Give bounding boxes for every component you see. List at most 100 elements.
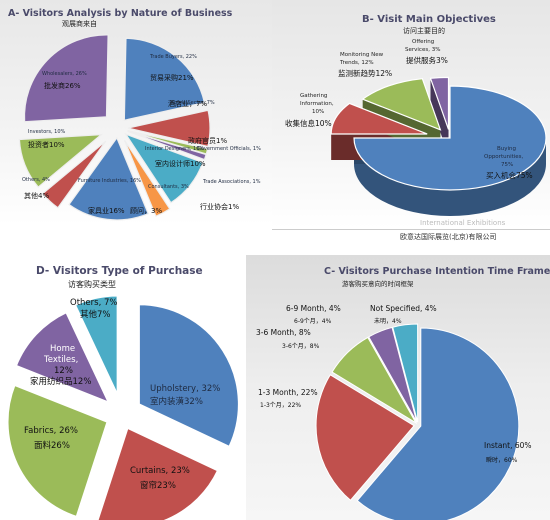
chart-b-title: B- Visit Main Objectives — [362, 14, 496, 25]
chart-b-label: Offering — [412, 39, 434, 45]
chart-c-label: Not Specified, 4% — [370, 304, 437, 313]
chart-a-cn-label: 酒店业，7% — [168, 99, 207, 108]
chart-c-label: 3-6 Month, 8% — [256, 328, 311, 337]
chart-c-label: 1-3 Month, 22% — [258, 388, 318, 397]
pie-slice — [331, 336, 418, 425]
divider — [272, 229, 550, 230]
chart-d-label: Textiles, — [43, 355, 78, 365]
chart-a-label: Others, 4% — [22, 177, 50, 183]
footer-company: 欧意达国际展览(北京)有限公司 — [400, 233, 497, 241]
pie-slice — [14, 310, 111, 405]
chart-b-cn-label: 收集信息10% — [285, 118, 332, 128]
chart-a-cn-label: 批发商26% — [44, 81, 81, 90]
chart-b-label: Information, — [300, 101, 334, 107]
pie-slice — [429, 76, 450, 130]
pie-slice — [23, 34, 109, 123]
panel-c: C- Visitors Purchase Intention Time Fram… — [246, 255, 550, 520]
chart-a-subtitle: 观展商来自 — [62, 19, 97, 28]
pie-slice — [123, 37, 206, 122]
chart-a-label: Hotels Sector, 7% — [170, 100, 215, 106]
pie-slice-side — [354, 138, 546, 216]
chart-a-cn-label: 顾问，3% — [130, 207, 162, 215]
chart-d-label: Curtains, 23% — [130, 466, 190, 476]
chart-d-label: 其他7% — [80, 309, 111, 320]
chart-a-label: Interior Designers, 10% — [145, 146, 204, 152]
chart-a-label: Government Officials, 1% — [197, 146, 261, 152]
pie-slice — [368, 326, 418, 423]
pie-slice — [41, 140, 107, 209]
chart-d-title: D- Visitors Type of Purchase — [36, 265, 203, 277]
chart-b-subtitle: 访问主要目的 — [403, 26, 445, 35]
panel-b: B- Visit Main Objectives 访问主要目的 Buying Oppo… — [272, 0, 550, 228]
panel-d: D- Visitors Type of Purchase 访客购买类型 Uphols… — [0, 255, 244, 520]
pie-slice — [315, 374, 415, 501]
chart-c-label: 3-6个月，8% — [282, 343, 320, 350]
chart-c-label: 6-9个月，4% — [294, 318, 332, 325]
pie-slice — [73, 294, 119, 396]
chart-c-label: 1-3个月，22% — [260, 402, 301, 409]
chart-d-label: 窗帘23% — [140, 480, 176, 491]
chart-a-label: Furniture Industries, 16% — [78, 178, 141, 184]
chart-b-cn-label: 提供服务3% — [406, 55, 448, 65]
pie-slice — [6, 383, 109, 519]
chart-a-cn-label: 其他4% — [24, 191, 49, 200]
chart-c-title: C- Visitors Purchase Intention Time Fram… — [324, 266, 550, 277]
chart-b-label: Services, 3% — [405, 47, 440, 53]
chart-a-svg: A- Visitors Analysis by Nature of Busine… — [8, 8, 261, 221]
chart-a-cn-label: 室内设计师10% — [155, 159, 206, 168]
chart-c-label: 6-9 Month, 4% — [286, 304, 341, 313]
pie-slice-face — [430, 78, 449, 156]
chart-a-label: Trade Associations, 1% — [202, 179, 261, 185]
chart-b-label: Gathering — [300, 93, 327, 99]
chart-d-label: 室内装潢32% — [150, 396, 203, 407]
pie-slice — [392, 323, 419, 423]
chart-d-label: Upholstery, 32% — [150, 384, 220, 394]
chart-d-label: Others, 7% — [70, 298, 117, 308]
pie-slice — [18, 133, 104, 188]
chart-d-label: Home — [50, 344, 75, 354]
pie-slice — [137, 303, 240, 449]
pie-slice — [353, 85, 547, 191]
pie-slice — [361, 78, 442, 131]
chart-d-label: Fabrics, 26% — [24, 426, 78, 436]
chart-b-label: 75% — [501, 162, 513, 168]
chart-b-label: Opportunities, — [484, 154, 524, 160]
chart-b-cn-label: 买入机会75% — [486, 170, 533, 180]
chart-b-label: Monitoring New — [340, 52, 384, 58]
chart-d-svg: D- Visitors Type of Purchase 访客购买类型 Uphols… — [6, 265, 240, 520]
chart-b-cn-label: 监测新趋势12% — [338, 68, 392, 78]
chart-d-label: 12% — [54, 366, 73, 376]
pie-slice — [356, 327, 520, 520]
chart-a-label: Wholesalers, 26% — [42, 71, 87, 77]
chart-a-cn-label: 投资者10% — [28, 140, 65, 149]
chart-d-label: 面料26% — [34, 440, 70, 451]
pie-slice — [127, 130, 207, 161]
chart-a-label: Trade Buyers, 22% — [149, 54, 197, 60]
chart-a-cn-label: 家具业16% — [88, 206, 125, 215]
chart-c-svg: C- Visitors Purchase Intention Time Fram… — [256, 266, 550, 520]
chart-a-cn-label: 贸易采购21% — [150, 73, 194, 82]
chart-b-label: Buying — [497, 146, 516, 152]
pie-slice — [127, 129, 209, 155]
chart-d-label: 家用纺织品12% — [30, 376, 91, 387]
chart-a-cn-label: 行业协会1% — [200, 202, 239, 211]
chart-b-label: 10% — [312, 109, 324, 115]
chart-a-label: Investors, 10% — [28, 129, 66, 135]
chart-c-label: 未明，4% — [374, 317, 402, 325]
chart-a-title: A- Visitors Analysis by Nature of Busine… — [8, 8, 233, 19]
footer-faint-text: International Exhibitions — [420, 219, 506, 227]
chart-c-label: Instant, 60% — [484, 441, 532, 450]
pie-slice — [330, 102, 428, 135]
panel-a: A- Visitors Analysis by Nature of Busine… — [0, 0, 272, 225]
chart-c-subtitle: 游客购买意向的时间框架 — [342, 279, 414, 288]
pie-slice — [124, 140, 171, 217]
chart-a-label: Consultants, 3% — [148, 184, 189, 190]
chart-b-label: Trends, 12% — [339, 60, 374, 66]
pie-slice — [124, 133, 204, 204]
pie-slice — [127, 109, 211, 148]
chart-c-label: 瞬时，60% — [486, 456, 518, 464]
chart-d-subtitle: 访客购买类型 — [68, 279, 116, 289]
pie-slice — [68, 136, 150, 221]
chart-a-cn-label: 政府官员1% — [188, 136, 227, 145]
